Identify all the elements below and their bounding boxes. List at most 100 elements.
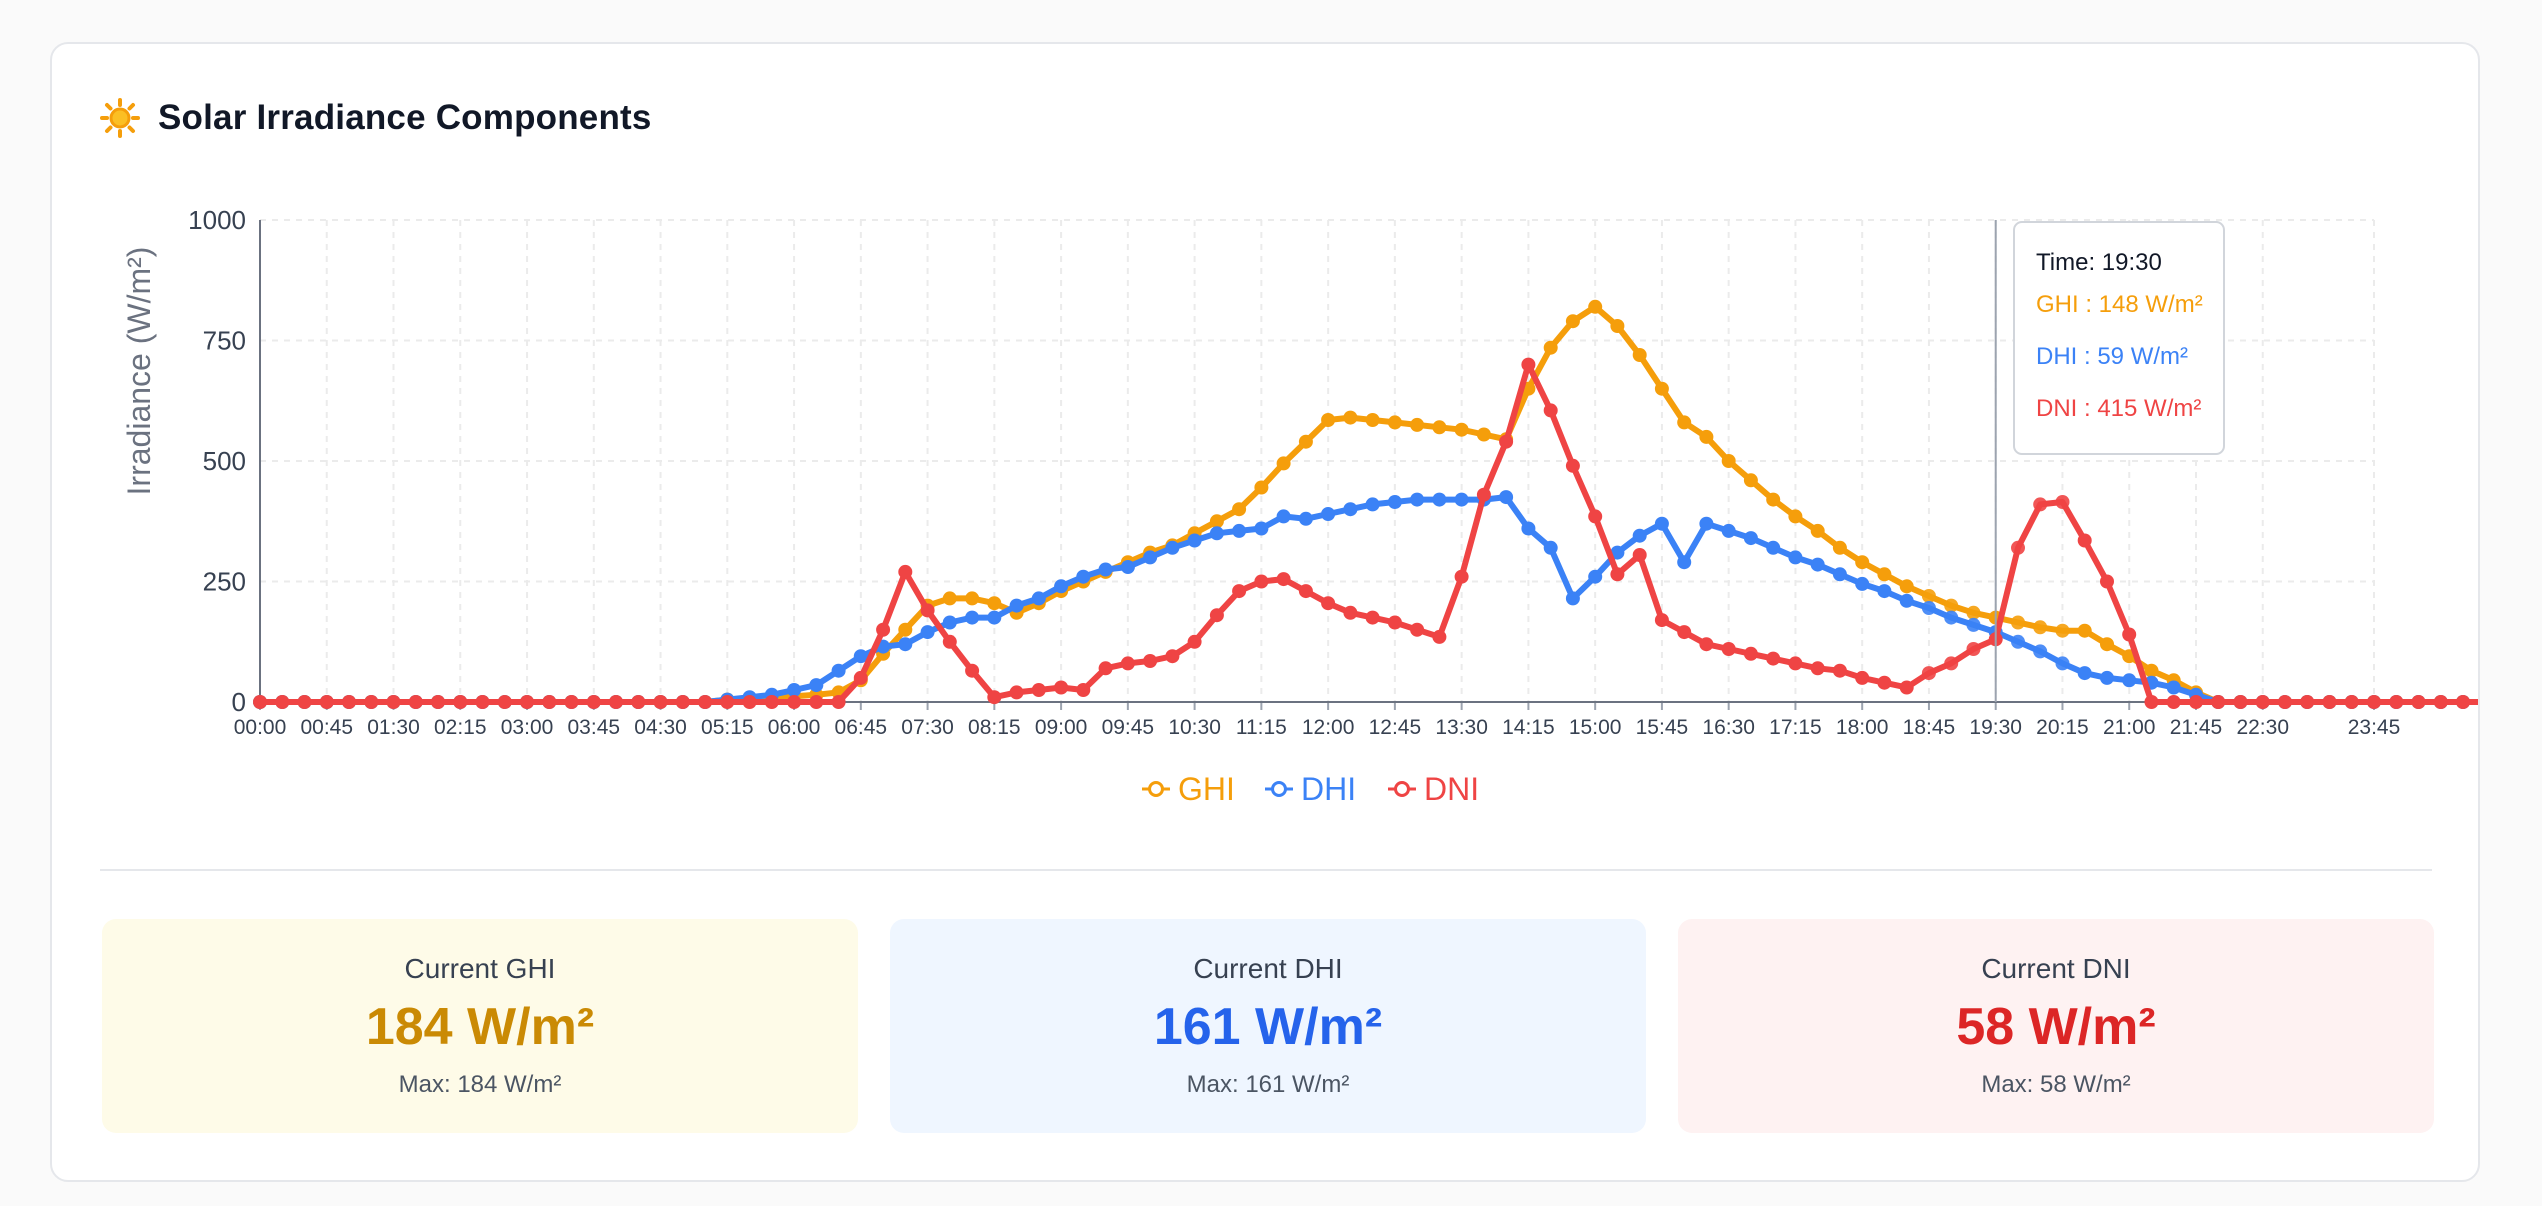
- stat-value-dni: 58 W/m²: [1956, 998, 2156, 1056]
- point-dhi: [1454, 492, 1469, 507]
- chart-series: [253, 299, 2478, 709]
- point-dni: [542, 695, 557, 709]
- point-ghi: [2100, 637, 2114, 652]
- point-dni: [698, 695, 713, 709]
- point-dni: [898, 564, 913, 579]
- point-dni: [1877, 675, 1892, 690]
- point-dni: [408, 695, 423, 709]
- point-ghi: [2144, 663, 2159, 678]
- point-dni: [1921, 666, 1936, 681]
- legend-marker-dni: [1394, 781, 1410, 797]
- x-tick-label: 18:00: [1836, 716, 1889, 739]
- point-dni: [1120, 656, 1135, 671]
- point-dhi: [1009, 598, 1024, 613]
- chart-card: Solar Irradiance Components 0 250 500 750 10…: [50, 42, 2480, 1182]
- point-ghi: [898, 622, 913, 637]
- tooltip-time: Time: 19:30: [2036, 249, 2162, 276]
- point-dhi: [2055, 656, 2070, 671]
- point-dni: [2344, 695, 2359, 709]
- x-tick-label: 01:30: [367, 716, 420, 739]
- point-dhi: [1677, 555, 1692, 570]
- point-ghi: [2011, 615, 2025, 630]
- point-dni: [831, 695, 846, 709]
- point-dhi: [1098, 562, 1113, 577]
- x-tick-label: 19:30: [1969, 716, 2022, 739]
- x-tick-label: 11:15: [1236, 716, 1287, 739]
- point-dhi: [1699, 516, 1714, 531]
- point-dhi: [2033, 644, 2048, 659]
- point-dni: [1454, 569, 1469, 584]
- point-dhi: [987, 610, 1002, 625]
- point-dhi: [1565, 591, 1580, 606]
- point-dni: [2122, 627, 2137, 642]
- point-dni: [653, 695, 668, 709]
- point-dhi: [1877, 584, 1892, 599]
- point-dni: [1766, 651, 1781, 666]
- y-tick-label: 250: [203, 567, 246, 597]
- point-dhi: [1944, 610, 1959, 625]
- legend-item-ghi[interactable]: GHI: [1142, 771, 1235, 807]
- point-dni: [564, 695, 579, 709]
- point-dni: [1899, 680, 1914, 695]
- point-dni: [1855, 670, 1870, 685]
- x-tick-label: 13:30: [1435, 716, 1488, 739]
- x-tick-label: 00:00: [234, 716, 287, 739]
- point-dni: [1832, 663, 1847, 678]
- x-tick-label: 08:15: [968, 716, 1021, 739]
- point-ghi: [1298, 434, 1313, 449]
- point-dhi: [1298, 511, 1313, 526]
- point-dhi: [1743, 531, 1758, 546]
- y-axis-title: Irradiance (W/m²): [121, 247, 157, 496]
- point-dhi: [898, 637, 913, 652]
- point-ghi: [1832, 540, 1847, 555]
- point-dni: [987, 690, 1002, 705]
- point-dni: [586, 695, 601, 709]
- point-dhi: [1165, 540, 1180, 555]
- point-dhi: [1209, 526, 1224, 541]
- point-dhi: [1721, 523, 1736, 538]
- x-tick-label: 02:15: [434, 716, 487, 739]
- irradiance-chart[interactable]: 0 250 500 750 1000 00:00 00:45 01:30 02:15 03:00 0…: [52, 44, 2478, 844]
- point-dhi: [2011, 634, 2025, 649]
- stat-value-ghi: 184 W/m²: [365, 998, 595, 1056]
- point-ghi: [1899, 579, 1914, 594]
- point-ghi: [1454, 422, 1469, 437]
- point-ghi: [1543, 340, 1558, 355]
- point-dhi: [787, 683, 802, 697]
- point-ghi: [1721, 454, 1736, 468]
- point-ghi: [1365, 413, 1380, 427]
- point-dni: [2255, 695, 2270, 709]
- point-dni: [1165, 649, 1180, 664]
- legend-item-dni[interactable]: DNI: [1388, 771, 1479, 807]
- point-dhi: [2100, 670, 2114, 685]
- point-dni: [253, 695, 267, 709]
- point-dni: [2077, 533, 2092, 548]
- point-ghi: [1766, 492, 1781, 507]
- point-dhi: [853, 649, 868, 664]
- y-tick-label: 500: [203, 446, 246, 476]
- point-dni: [1565, 458, 1580, 473]
- point-dhi: [2122, 673, 2137, 688]
- section-divider: [100, 869, 2432, 871]
- legend-label-ghi: GHI: [1178, 771, 1235, 807]
- stat-label-dni: Current DNI: [1981, 953, 2131, 984]
- point-dhi: [2166, 680, 2181, 695]
- legend-label-dhi: DHI: [1301, 771, 1356, 807]
- point-ghi: [1343, 410, 1358, 425]
- legend-item-dhi[interactable]: DHI: [1265, 771, 1356, 807]
- stat-card-ghi: Current GHI 184 W/m² Max: 184 W/m²: [102, 919, 858, 1133]
- x-tick-label: 23:45: [2348, 716, 2401, 739]
- point-dni: [1031, 683, 1046, 697]
- point-ghi: [1321, 413, 1336, 427]
- point-dhi: [1810, 557, 1825, 572]
- point-dni: [1699, 637, 1714, 652]
- point-dhi: [1187, 533, 1202, 548]
- point-dni: [2166, 695, 2181, 709]
- point-dni: [2300, 695, 2315, 709]
- point-dhi: [1432, 492, 1447, 507]
- point-dni: [342, 695, 356, 709]
- point-dni: [275, 695, 290, 709]
- point-dhi: [920, 625, 935, 640]
- point-dni: [1543, 403, 1558, 418]
- point-ghi: [1632, 348, 1647, 362]
